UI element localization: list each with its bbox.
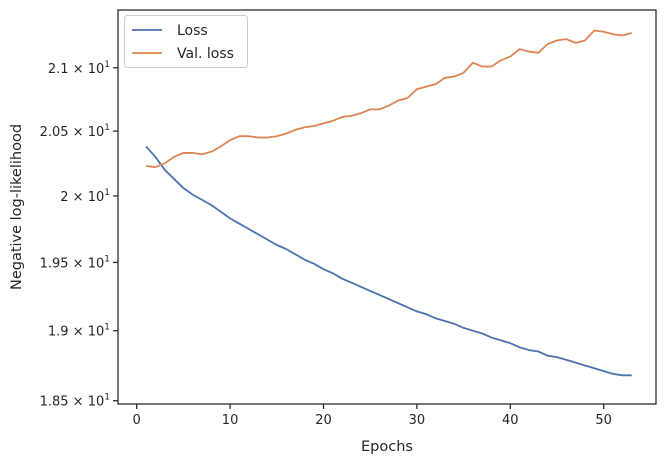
x-tick-label: 20: [315, 413, 332, 428]
plot-area: [118, 10, 656, 404]
legend: Loss Val. loss: [124, 15, 248, 68]
x-tick-label: 30: [409, 413, 426, 428]
x-tick-label: 10: [222, 413, 239, 428]
legend-label-loss: Loss: [177, 23, 208, 39]
y-tick-label: 2.05 × 101: [40, 123, 110, 140]
y-axis-label: Negative log-likelihood: [9, 124, 25, 290]
x-tick-label: 0: [133, 413, 141, 428]
x-axis-label: Epochs: [361, 439, 413, 455]
plot-frame: [117, 9, 657, 405]
y-tick-label: 1.95 × 101: [40, 254, 110, 271]
series-layer: [145, 29, 632, 377]
legend-label-val-loss: Val. loss: [177, 46, 234, 62]
legend-frame: [124, 15, 248, 68]
y-axis-ticks: 1.85 × 101 1.9 × 101 1.95 × 101 2 × 101 2.05…: [40, 60, 118, 410]
x-axis-ticks: 0 10 20 30 40 50: [133, 404, 612, 428]
series-line-loss: [145, 145, 632, 377]
y-tick-label: 2 × 101: [60, 188, 110, 205]
x-tick-label: 40: [502, 413, 519, 428]
x-tick-label: 50: [595, 413, 612, 428]
y-tick-label: 1.85 × 101: [40, 393, 110, 410]
y-tick-label: 1.9 × 101: [48, 323, 110, 340]
series-line-val-loss: [145, 29, 632, 169]
y-tick-label: 2.1 × 101: [48, 60, 110, 77]
